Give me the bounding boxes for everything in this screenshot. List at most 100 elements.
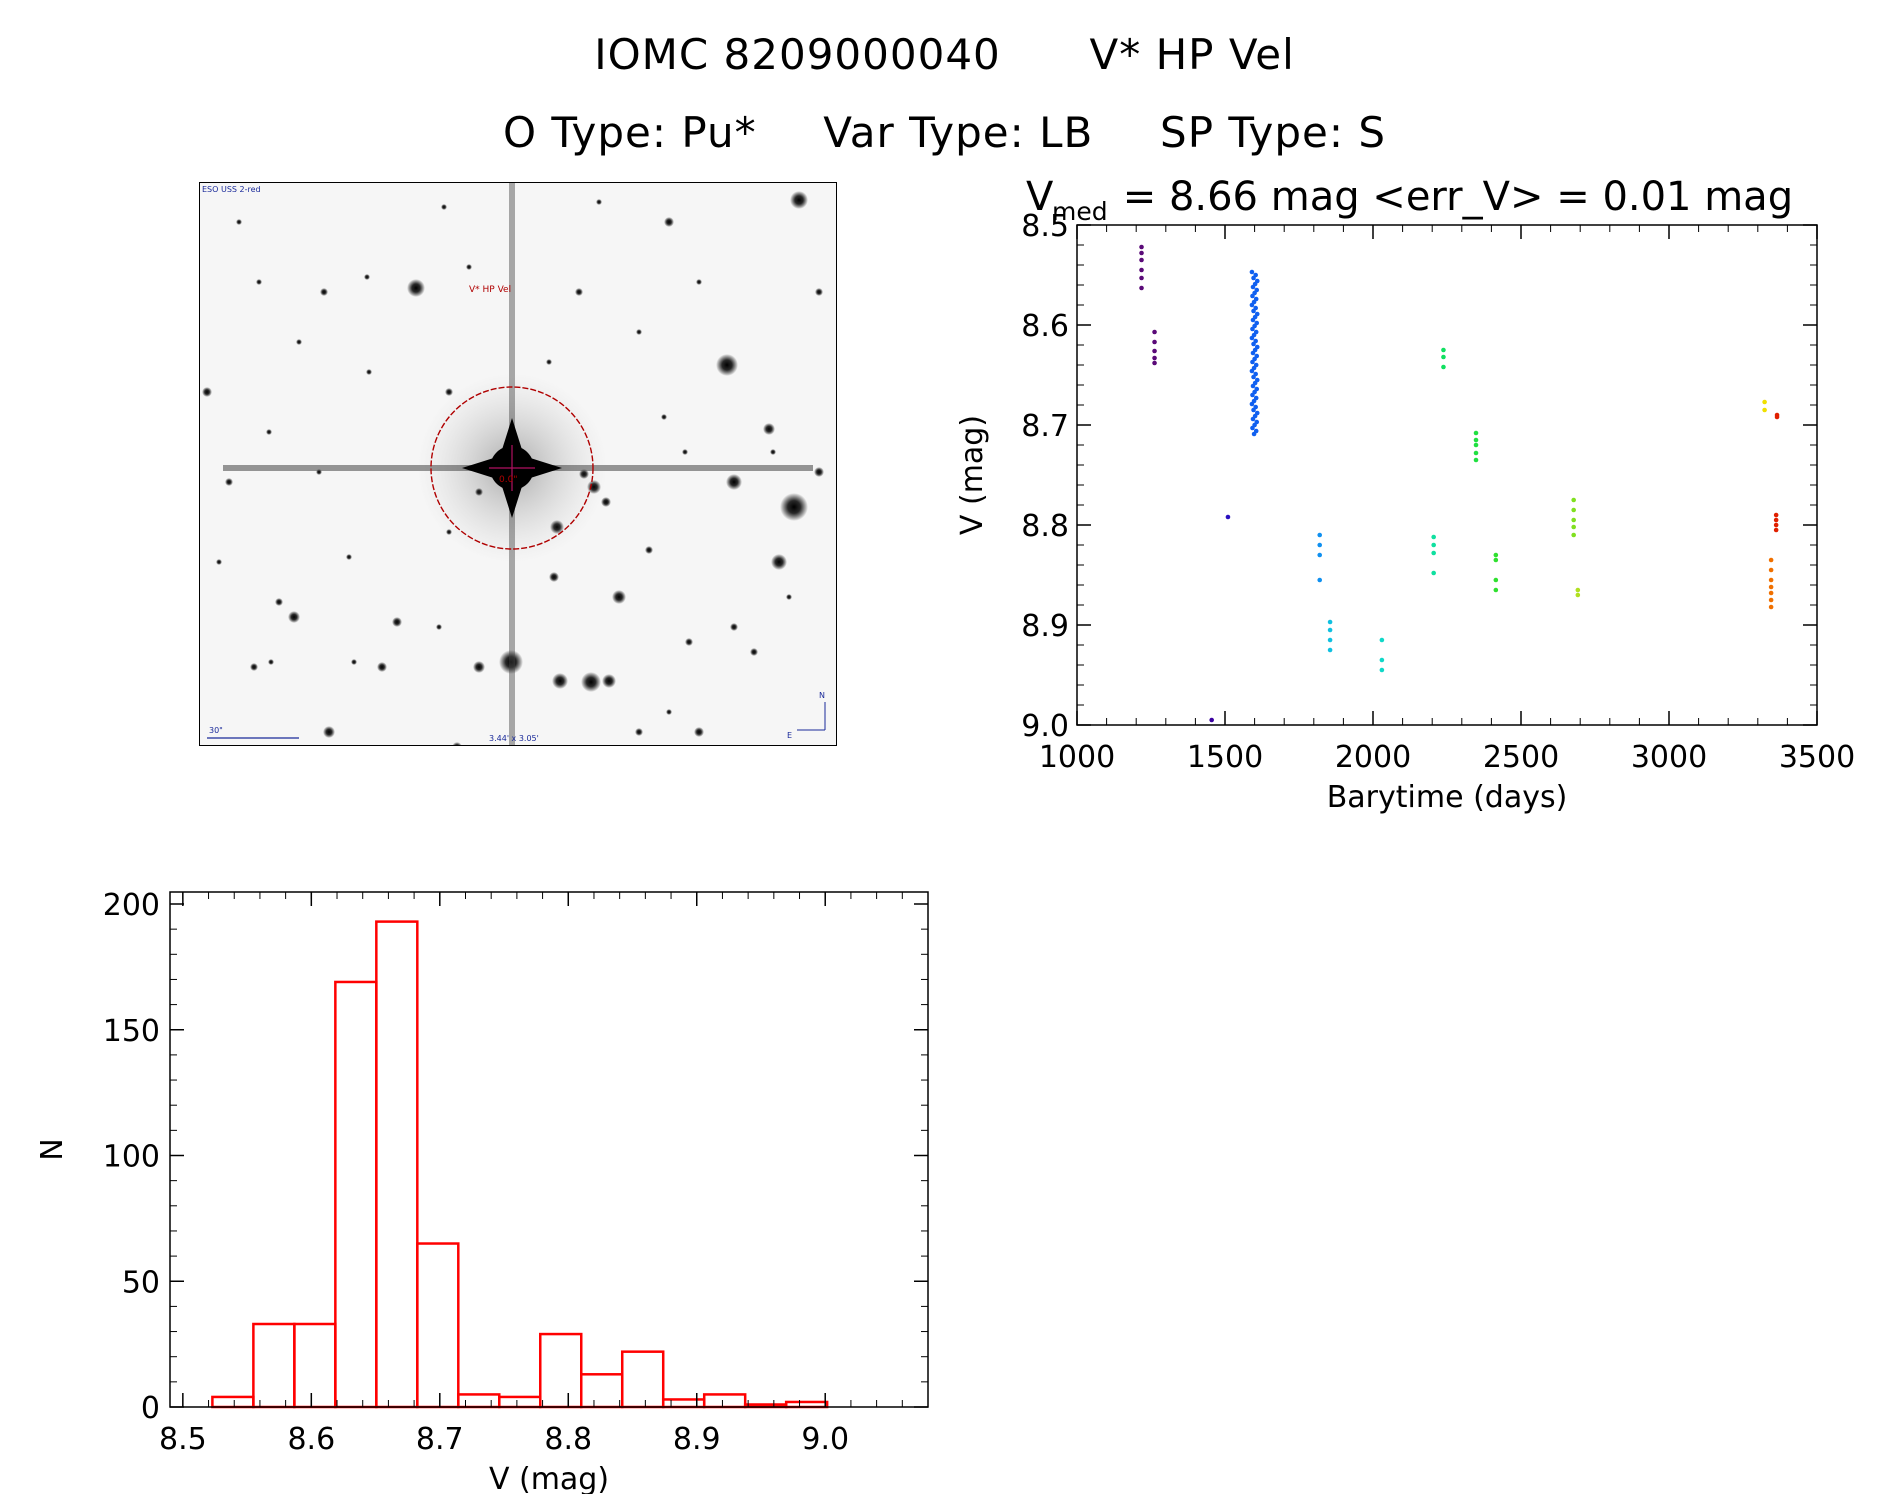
lc-x-tick-label: 2000 [1335,740,1411,775]
lc-data-point [1773,527,1779,533]
lc-points [1139,244,1780,723]
lc-data-point [1249,302,1255,308]
survey-label: ESO USS 2-red [202,185,261,194]
lc-data-point [1774,414,1780,420]
lc-data-point [1493,577,1499,583]
lc-data-point [1250,284,1256,290]
histogram-bar [293,1322,337,1409]
lc-data-point [1441,364,1446,370]
lc-data-point [1251,341,1256,347]
lc-data-point [1571,517,1576,523]
lc-data-point [1327,637,1333,643]
lc-y-tick-label: 8.5 [1021,209,1069,244]
background-star [392,617,402,627]
sky-finder-image: V* HP Vel 0.0" ESO USS 2-red 30" 3.44' x… [199,182,837,746]
histogram-bar [620,1350,665,1409]
histogram-bar [702,1393,747,1409]
background-star [682,449,688,455]
lc-data-point [1152,348,1157,354]
lc-data-point [1250,416,1256,422]
hist-y-tick-label: 0 [141,1391,160,1426]
hist-x-tick-label: 9.0 [801,1422,849,1457]
lc-data-point [1250,317,1256,323]
lc-data-point [1250,392,1255,398]
lc-data-point [1762,407,1767,413]
lc-data-point [1571,532,1576,538]
lc-data-point [1250,293,1255,299]
background-star [268,659,274,665]
lc-data-point [1250,425,1255,431]
lc-y-tick-label: 8.9 [1021,609,1069,644]
hist-y-tick-label: 100 [103,1140,160,1175]
background-star [250,663,258,671]
background-star [266,429,272,435]
lc-data-point [1773,522,1779,528]
lc-data-point [1379,657,1385,663]
lc-data-point [1251,374,1256,380]
lc-data-point [1473,442,1479,448]
background-star [770,449,776,455]
background-star [546,359,552,365]
lc-data-point [1473,457,1479,463]
lc-data-point [1431,534,1436,540]
lc-data-point [1327,619,1333,625]
background-star [581,672,601,692]
star-id: IOMC 8209000040 [594,30,1001,79]
object-type: O Type: Pu* [502,108,757,157]
lc-data-point [1768,557,1774,563]
histogram-bar [661,1398,706,1409]
background-star [645,546,653,554]
background-star [216,559,222,565]
lc-data-point [1249,269,1255,275]
lc-data-point [1575,587,1581,593]
background-star [436,624,442,630]
lc-x-axis-label: Barytime (days) [1327,780,1568,815]
background-star [377,662,387,672]
background-star [596,199,602,205]
background-star [441,204,447,210]
lc-data-point [1762,399,1767,405]
histogram-axes: 8.5 8.6 8.7 8.8 8.9 9.0 0 50 100 150 200 [103,888,929,1457]
hist-x-tick-label: 8.5 [159,1422,207,1457]
histogram-bar [416,1242,460,1409]
background-star [716,354,738,376]
compass-e-label: E [787,731,792,740]
lc-data-point [1768,604,1774,610]
background-star [661,414,667,420]
lc-y-tick-label: 8.7 [1021,409,1069,444]
lc-data-point [1493,587,1499,593]
hist-x-axis-label: V (mag) [489,1462,609,1494]
lc-title-v: V [1026,174,1054,220]
lc-data-point [1441,347,1446,353]
lc-data-point [1431,570,1436,576]
background-star [473,661,485,673]
background-star [612,590,626,604]
lc-data-point [1317,577,1323,583]
lc-title-rest: = 8.66 mag <err_V> = 0.01 mag [1110,174,1793,220]
lc-data-point [1225,514,1231,520]
background-star [346,554,352,560]
histogram-bar [211,1395,255,1409]
hist-x-tick-label: 8.6 [287,1422,335,1457]
lc-data-point [1317,542,1323,548]
background-star [256,279,262,285]
background-star [202,387,212,397]
background-star [664,217,674,227]
lc-title-sub: med [1052,197,1108,226]
sky-frame [199,182,837,746]
lc-data-point [1773,517,1779,523]
target-label: V* HP Vel [469,285,511,295]
center-offset-label: 0.0" [499,475,517,485]
background-star [815,288,823,296]
magnitude-histogram-chart: 8.5 8.6 8.7 8.8 8.9 9.0 0 50 100 150 200 V (mag) N [40,888,929,1494]
lc-data-point [1379,637,1385,643]
lc-data-point [1327,627,1333,633]
background-star [763,423,775,435]
lc-data-point [1575,592,1581,598]
lc-data-point [1250,383,1256,389]
lc-data-point [1773,512,1779,518]
lc-x-tick-label: 1500 [1187,740,1263,775]
lc-data-point [1250,350,1256,356]
lc-data-point [1473,437,1479,443]
lc-data-point [1431,542,1436,548]
